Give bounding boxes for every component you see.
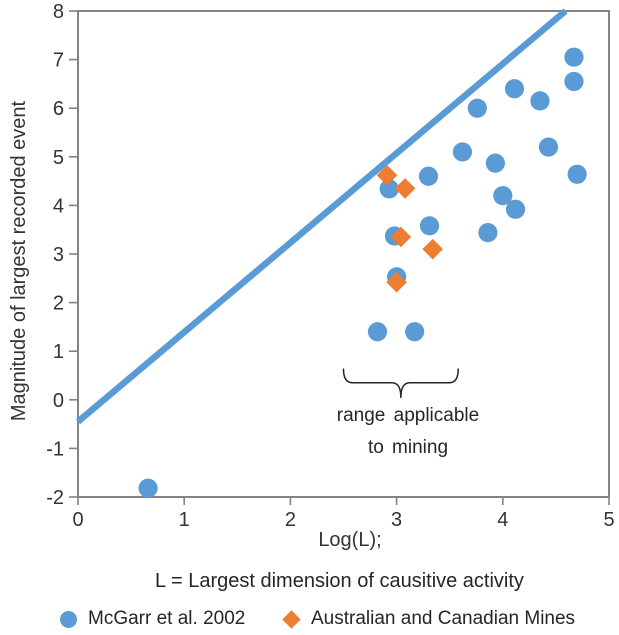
data-point-mcgarr [418,166,439,186]
y-tick-label: 0 [53,390,64,412]
x-tick-label: 1 [179,509,190,531]
x-tick-label: 4 [497,509,508,531]
annotation-line-2: to mining [367,437,449,458]
y-tick-label: 6 [53,98,64,120]
data-point-mine [394,178,416,199]
subtitle: L = Largest dimension of causitive activ… [155,570,524,592]
y-tick-label: 7 [53,50,64,72]
y-tick-label: 4 [53,195,64,217]
data-point-mcgarr [379,179,399,199]
data-point-mcgarr [478,223,498,243]
data-point-mcgarr [530,91,550,111]
data-point-mcgarr [504,79,525,99]
legend: McGarr et al. 2002 Australian and Canadi… [0,604,619,634]
x-tick-label: 0 [72,509,83,531]
data-point-mcgarr [367,322,388,342]
data-point-mcgarr [564,47,584,67]
y-tick-label: -1 [46,438,64,460]
annotation-line-1: range applicable [336,405,480,426]
y-tick-label: 8 [53,1,64,23]
legend-item-mines: Australian and Canadian Mines [282,604,576,634]
legend-circle-marker-icon [60,610,77,628]
data-point-mcgarr [485,153,505,173]
data-point-mcgarr [567,164,587,184]
legend-label-mcgarr: McGarr et al. 2002 [88,608,246,629]
annotation-text: range applicable to mining [308,400,508,464]
range-brace [342,368,459,399]
legend-diamond-marker-icon [282,609,301,629]
data-point-mine [386,271,407,293]
upper-bound-line [75,8,568,425]
data-point-mcgarr [452,142,473,162]
y-tick-label: 1 [53,341,64,363]
x-axis-title: Log(L); [318,529,382,551]
chart-canvas: -2 -1 0 1 2 3 4 5 6 7 8 0 1 2 3 4 5 [46,1,614,531]
legend-item-mcgarr: McGarr et al. 2002 [60,604,245,634]
x-tick-label: 2 [285,509,296,531]
data-point-mcgarr [419,216,440,236]
x-tick-label: 3 [391,509,402,531]
y-tick-label: 2 [53,293,64,315]
y-tick-label: 5 [53,147,64,169]
data-point-mcgarr [467,98,487,118]
data-point-mcgarr [138,478,158,498]
data-point-mine [422,238,444,260]
legend-label-mines: Australian and Canadian Mines [311,608,576,629]
data-point-mcgarr [505,199,526,219]
data-point-mine [376,164,398,186]
data-point-mcgarr [493,186,513,206]
data-point-mine [390,226,412,248]
data-point-mcgarr [405,322,425,342]
y-tick-label: 3 [53,244,64,266]
x-tick-label: 5 [603,509,614,531]
y-tick-label: -2 [46,487,64,509]
y-axis-title: Magnitude of largest recorded event [8,100,30,422]
data-point-mcgarr [564,71,584,92]
data-point-mcgarr [538,137,559,157]
